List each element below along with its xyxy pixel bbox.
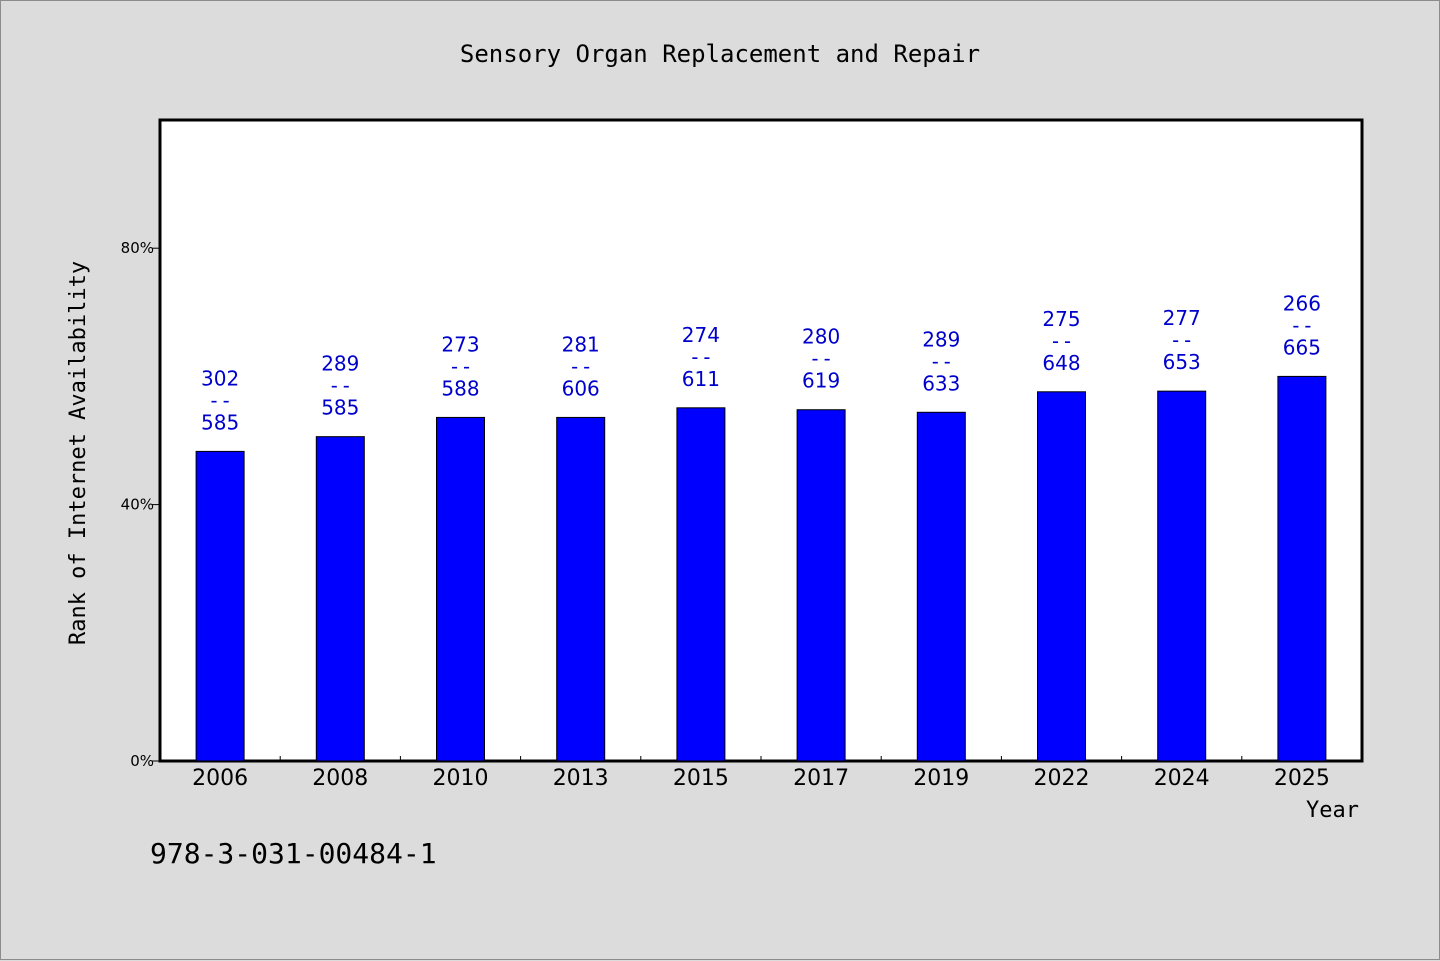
data-label-top: 277 (1163, 306, 1201, 330)
data-label-bottom: 648 (1042, 351, 1080, 375)
data-label-bottom: 653 (1163, 350, 1201, 374)
data-label-separator: -- (328, 374, 352, 398)
isbn-footer: 978-3-031-00484-1 (150, 837, 437, 870)
y-tick-label: 40% (121, 496, 154, 514)
x-tick-label: 2019 (913, 766, 969, 791)
y-axis: 0% 40% 80% (121, 239, 160, 770)
bar-2017 (796, 409, 846, 762)
x-axis-label: Year (1306, 798, 1359, 823)
data-label-bottom: 588 (441, 376, 479, 400)
data-label-bottom: 585 (201, 410, 239, 434)
data-label-separator: -- (1290, 313, 1314, 337)
x-tick-label: 2008 (312, 766, 368, 791)
bar-2006 (195, 450, 245, 762)
bar-2024 (1157, 390, 1207, 762)
data-label-separator: -- (689, 345, 713, 369)
data-label-separator: -- (809, 347, 833, 371)
data-label-bottom: 619 (802, 369, 840, 393)
data-label-top: 281 (562, 332, 600, 356)
data-labels: 302--585289--585273--588281--606274--611… (201, 291, 1321, 434)
data-label-separator: -- (929, 349, 953, 373)
data-label-top: 273 (441, 332, 479, 356)
bar-2013 (556, 416, 606, 762)
data-label-top: 302 (201, 366, 239, 390)
data-label-top: 266 (1283, 291, 1321, 315)
bar-2025 (1277, 375, 1327, 762)
data-label-separator: -- (448, 354, 472, 378)
data-label-top: 289 (321, 352, 359, 376)
data-label-top: 289 (922, 327, 960, 351)
x-tick-label: 2024 (1154, 766, 1210, 791)
data-label-top: 275 (1042, 307, 1080, 331)
bar-2015 (676, 407, 726, 762)
bar-2022 (1037, 391, 1086, 762)
data-label-separator: -- (1049, 329, 1073, 353)
bar-2019 (916, 411, 966, 762)
x-tick-label: 2025 (1274, 766, 1330, 791)
data-label-top: 274 (682, 323, 720, 347)
data-label-bottom: 633 (922, 371, 960, 395)
y-tick-label: 0% (130, 752, 154, 770)
chart-title: Sensory Organ Replacement and Repair (460, 40, 980, 68)
y-tick-label: 80% (121, 239, 154, 257)
x-axis: 2006 2008 2010 2013 2015 2017 2019 2022 2024 2025 (192, 756, 1330, 791)
data-label-bottom: 585 (321, 396, 359, 420)
data-label-separator: -- (208, 388, 232, 412)
x-tick-label: 2015 (673, 766, 729, 791)
data-label-bottom: 611 (682, 367, 720, 391)
x-tick-label: 2010 (433, 766, 489, 791)
bar-2010 (436, 416, 485, 762)
bar-series (195, 375, 1327, 762)
data-label-separator: -- (569, 354, 593, 378)
x-tick-label: 2013 (553, 766, 609, 791)
y-axis-label: Rank of Internet Availability (66, 261, 91, 645)
data-label-separator: -- (1170, 328, 1194, 352)
bar-2008 (315, 436, 365, 762)
x-tick-label: 2006 (192, 766, 248, 791)
data-label-bottom: 665 (1283, 335, 1321, 359)
data-label-bottom: 606 (562, 376, 600, 400)
x-tick-label: 2022 (1034, 766, 1090, 791)
data-label-top: 280 (802, 325, 840, 349)
x-tick-label: 2017 (793, 766, 849, 791)
